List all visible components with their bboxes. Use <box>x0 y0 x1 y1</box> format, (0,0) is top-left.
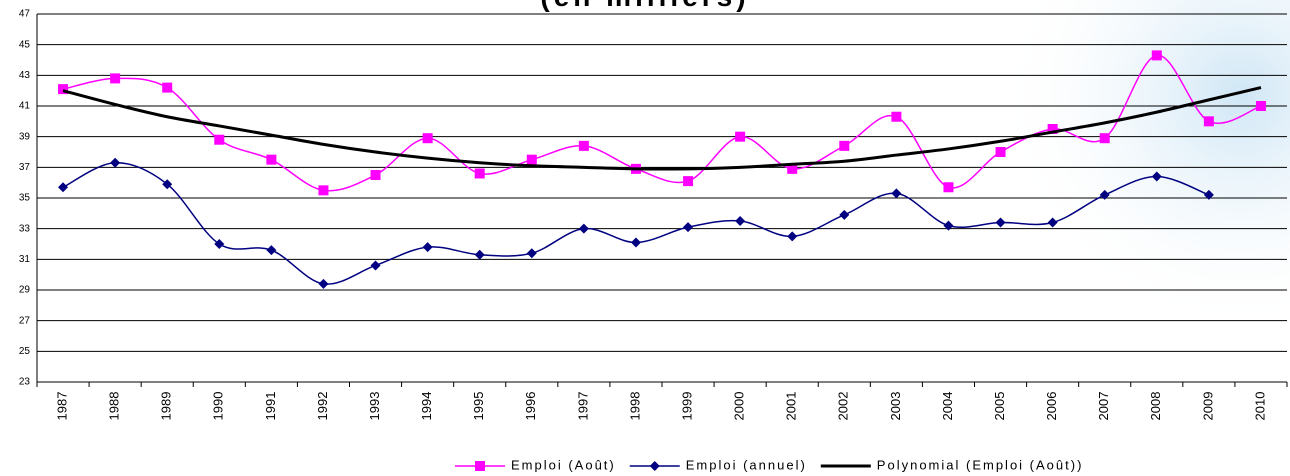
data-point <box>371 260 381 270</box>
data-point <box>527 155 537 165</box>
data-point <box>735 132 745 142</box>
y-tick-label: 25 <box>19 346 31 357</box>
data-point <box>735 216 745 226</box>
x-tick-label: 1995 <box>471 392 486 421</box>
data-point <box>110 158 120 168</box>
legend-marker <box>650 461 660 471</box>
x-tick-label: 2005 <box>992 392 1007 421</box>
data-point <box>943 182 953 192</box>
x-tick-label: 2010 <box>1252 392 1267 421</box>
x-tick-label: 1993 <box>367 392 382 421</box>
x-tick-label: 1987 <box>54 392 69 421</box>
y-tick-label: 41 <box>19 101 31 112</box>
data-point <box>891 112 901 122</box>
data-point <box>787 231 797 241</box>
x-tick-label: 2000 <box>732 392 747 421</box>
x-tick-label: 2004 <box>940 392 955 421</box>
data-point <box>527 248 537 258</box>
x-tick-label: 1991 <box>263 392 278 421</box>
y-tick-label: 45 <box>19 39 31 50</box>
x-tick-label: 1999 <box>679 392 694 421</box>
data-point <box>58 182 68 192</box>
data-point <box>318 279 328 289</box>
x-tick-label: 2002 <box>836 392 851 421</box>
data-point <box>631 237 641 247</box>
data-point <box>423 133 433 143</box>
x-tick-label: 1990 <box>211 392 226 421</box>
data-point <box>1100 133 1110 143</box>
x-tick-label: 1996 <box>523 392 538 421</box>
data-point <box>318 185 328 195</box>
data-point <box>110 73 120 83</box>
data-point <box>475 250 485 260</box>
data-point <box>214 135 224 145</box>
x-tick-label: 1998 <box>627 392 642 421</box>
x-tick-label: 2006 <box>1044 392 1059 421</box>
y-tick-label: 33 <box>19 223 31 234</box>
y-tick-label: 23 <box>19 377 31 388</box>
x-tick-label: 1994 <box>419 392 434 421</box>
data-point <box>423 242 433 252</box>
data-point <box>266 245 276 255</box>
x-tick-label: 1997 <box>575 392 590 421</box>
x-tick-label: 1992 <box>315 392 330 421</box>
x-tick-label: 2007 <box>1096 392 1111 421</box>
data-point <box>839 141 849 151</box>
data-point <box>371 170 381 180</box>
x-tick-label: 2003 <box>888 392 903 421</box>
data-point <box>579 141 589 151</box>
x-tick-label: 1988 <box>107 392 122 421</box>
data-point <box>996 147 1006 157</box>
y-tick-label: 27 <box>19 315 31 326</box>
legend-marker <box>475 461 485 471</box>
y-tick-label: 37 <box>19 162 31 173</box>
y-tick-label: 43 <box>19 70 31 81</box>
data-point <box>1256 101 1266 111</box>
data-point <box>1152 50 1162 60</box>
x-tick-label: 1989 <box>159 392 174 421</box>
x-tick-label: 2001 <box>784 392 799 421</box>
y-tick-label: 29 <box>19 285 31 296</box>
data-point <box>1204 116 1214 126</box>
y-tick-label: 31 <box>19 254 31 265</box>
y-tick-label: 47 <box>19 9 31 20</box>
x-tick-label: 2009 <box>1200 392 1215 421</box>
data-point <box>683 222 693 232</box>
legend-label: Emploi (annuel) <box>686 457 807 472</box>
data-point <box>683 176 693 186</box>
data-point <box>579 224 589 234</box>
y-tick-label: 35 <box>19 193 31 204</box>
data-point <box>162 83 172 93</box>
y-tick-label: 39 <box>19 131 31 142</box>
chart-title: (en milliers) <box>540 0 749 12</box>
legend-label: Polynomial (Emploi (Août)) <box>877 457 1084 472</box>
legend-label: Emploi (Août) <box>511 457 616 472</box>
chart: (en milliers) 23 25 27 29 31 33 35 37 39 41 43 45 47… <box>0 0 1290 476</box>
x-tick-label: 2008 <box>1148 392 1163 421</box>
data-point <box>266 155 276 165</box>
data-point <box>475 168 485 178</box>
